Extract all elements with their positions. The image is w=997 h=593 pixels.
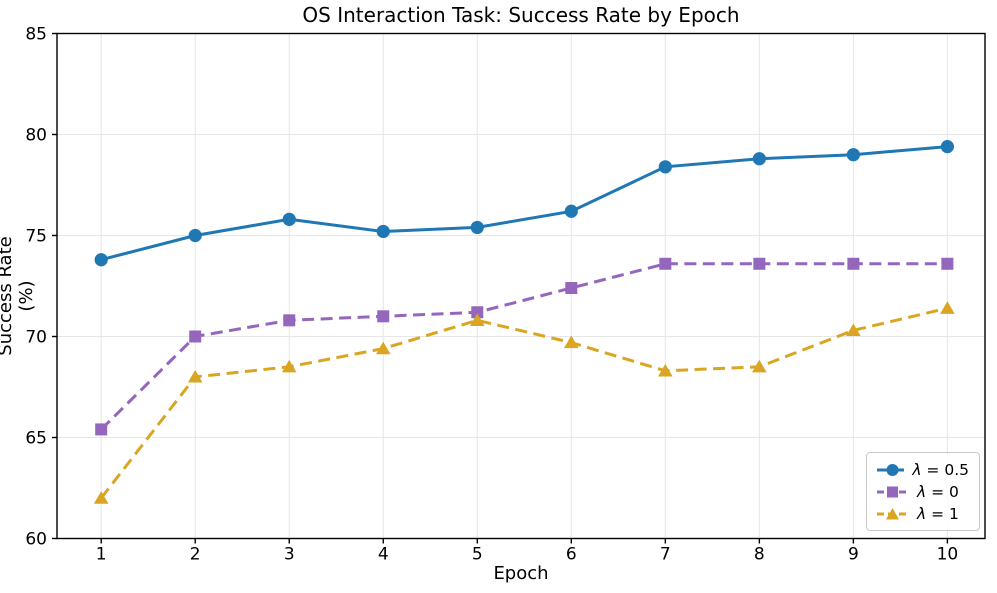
data-point xyxy=(940,301,955,314)
x-tick-label: 4 xyxy=(378,545,389,565)
data-point xyxy=(658,363,673,377)
data-point xyxy=(752,152,766,166)
x-tick-label: 8 xyxy=(754,545,765,565)
data-point xyxy=(565,282,578,295)
data-point xyxy=(753,257,766,270)
data-point xyxy=(846,323,861,337)
data-point xyxy=(846,148,860,162)
data-point xyxy=(469,313,485,326)
data-point xyxy=(752,359,767,373)
data-point xyxy=(95,423,108,436)
data-point xyxy=(376,224,390,239)
data-point xyxy=(375,341,391,355)
series-line-1 xyxy=(100,262,948,431)
legend-marker-triangle xyxy=(877,507,908,519)
data-point xyxy=(93,491,109,504)
x-tick-label: 3 xyxy=(284,545,295,565)
x-axis-label: Epoch xyxy=(493,563,549,584)
data-point xyxy=(377,310,390,323)
y-tick-label: 85 xyxy=(25,25,47,45)
data-point xyxy=(470,220,484,235)
data-point xyxy=(940,140,954,154)
data-point xyxy=(471,306,484,319)
legend-label: λ = 0 xyxy=(917,482,959,501)
chart-title: OS Interaction Task: Success Rate by Epo… xyxy=(302,3,740,27)
x-tick-label: 5 xyxy=(472,545,483,565)
y-tick-label: 70 xyxy=(25,328,47,348)
legend-item: λ = 0.5 xyxy=(876,460,969,479)
series-line-2 xyxy=(100,306,948,500)
data-point xyxy=(941,257,954,270)
x-tick-label: 2 xyxy=(190,545,201,565)
data-point xyxy=(189,330,202,343)
x-tick-label: 6 xyxy=(566,545,577,565)
data-point xyxy=(94,253,108,267)
data-point xyxy=(564,204,578,218)
legend-marker-square xyxy=(877,486,908,497)
x-tick-label: 10 xyxy=(937,545,959,565)
data-point xyxy=(282,212,296,226)
data-point xyxy=(564,335,579,349)
legend-item: λ = 0 xyxy=(876,482,969,501)
y-tick-label: 65 xyxy=(25,429,47,449)
data-point xyxy=(659,257,672,270)
x-tick-label: 7 xyxy=(660,545,671,565)
data-point xyxy=(847,257,860,270)
y-axis-label: Success Rate (%) xyxy=(0,236,37,356)
y-tick-label: 80 xyxy=(25,126,47,146)
y-tick-label: 75 xyxy=(25,227,47,247)
legend-label: λ = 1 xyxy=(917,504,959,523)
data-point xyxy=(187,369,203,383)
data-point xyxy=(283,314,296,327)
data-point xyxy=(281,359,297,373)
x-tick-label: 9 xyxy=(848,545,859,565)
legend: λ = 0.5 λ = 0 λ = 1 xyxy=(866,452,980,531)
y-tick-label: 60 xyxy=(25,530,47,550)
data-point xyxy=(188,228,202,243)
legend-label: λ = 0.5 xyxy=(912,460,969,479)
plot-border xyxy=(56,32,986,540)
legend-item: λ = 1 xyxy=(876,504,969,523)
series-line-0 xyxy=(100,145,948,262)
legend-marker-circle xyxy=(877,463,905,476)
x-tick-label: 1 xyxy=(96,545,107,565)
data-point xyxy=(658,160,672,174)
